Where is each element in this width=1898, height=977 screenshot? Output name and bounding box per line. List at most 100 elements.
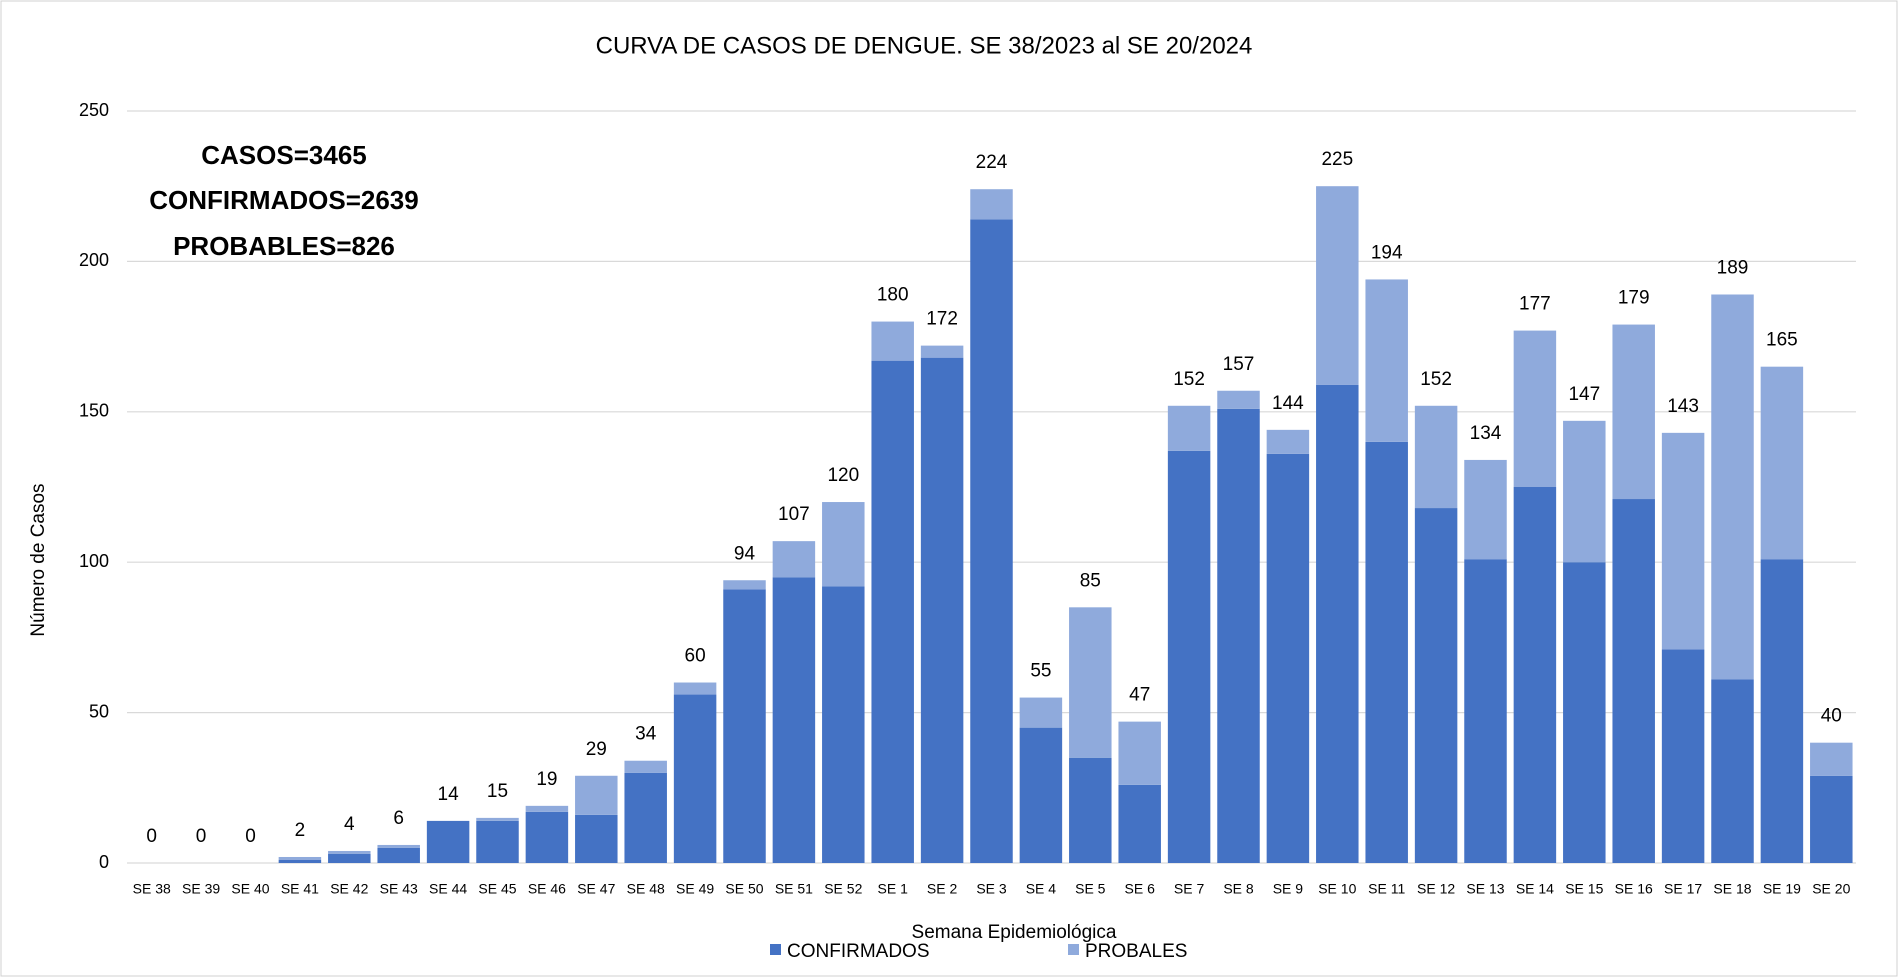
- data-label: 85: [1080, 570, 1101, 591]
- bar-segment: [772, 577, 816, 863]
- bar-segment: [1266, 429, 1310, 454]
- bar-segment: [1612, 324, 1655, 500]
- bar-segment: [624, 772, 667, 863]
- bar-segment: [1069, 757, 1112, 863]
- bar-segment: [525, 805, 569, 812]
- bar-segment: [1019, 727, 1063, 863]
- x-tick-label: SE 8: [1223, 881, 1254, 897]
- x-tick-label: SE 18: [1713, 881, 1751, 897]
- data-label: 4: [344, 814, 355, 835]
- bar-segment: [723, 580, 766, 590]
- bar-segment: [525, 811, 569, 863]
- bar-segment: [377, 844, 420, 848]
- x-tick-label: SE 12: [1417, 881, 1455, 897]
- bar-segment: [278, 859, 322, 863]
- bar-segment: [822, 586, 865, 863]
- bar-segment: [328, 850, 371, 854]
- y-tick-label: 50: [89, 701, 109, 721]
- bar-segment: [1069, 607, 1112, 758]
- data-label: 189: [1717, 258, 1749, 279]
- bar-segment: [1464, 559, 1507, 863]
- data-label: 134: [1470, 423, 1502, 444]
- data-label: 165: [1766, 330, 1798, 351]
- data-label: 2: [295, 820, 306, 841]
- data-label: 55: [1030, 661, 1051, 682]
- x-tick-label: SE 3: [976, 881, 1007, 897]
- x-tick-label: SE 13: [1466, 881, 1504, 897]
- bar-segment: [575, 814, 618, 863]
- bar-segment: [1810, 775, 1853, 863]
- x-tick-label: SE 39: [182, 881, 220, 897]
- data-label: 29: [586, 739, 607, 760]
- legend-swatch: [770, 944, 781, 955]
- data-label: 147: [1568, 384, 1600, 405]
- data-label: 177: [1519, 294, 1551, 315]
- x-tick-label: SE 45: [478, 881, 516, 897]
- bar-segment: [1661, 649, 1705, 863]
- data-label: 225: [1321, 149, 1353, 170]
- bar-segment: [920, 357, 964, 863]
- x-tick-label: SE 5: [1075, 881, 1106, 897]
- x-axis-title: Semana Epidemiológica: [912, 922, 1117, 943]
- bar-segment: [377, 847, 420, 863]
- bar-segment: [723, 589, 766, 863]
- x-tick-label: SE 2: [927, 881, 958, 897]
- data-label: 152: [1420, 369, 1452, 390]
- bar-segment: [1760, 559, 1804, 863]
- data-label: 120: [827, 465, 859, 486]
- legend-label: PROBALES: [1085, 941, 1187, 962]
- bar-segment: [822, 502, 865, 587]
- x-tick-label: SE 11: [1368, 881, 1405, 897]
- annotation: CASOS=3465: [201, 140, 366, 170]
- bar-segment: [970, 219, 1013, 864]
- x-tick-label: SE 51: [775, 881, 813, 897]
- x-tick-label: SE 14: [1516, 881, 1554, 897]
- annotation: PROBABLES=826: [173, 231, 395, 261]
- data-label: 94: [734, 543, 756, 564]
- data-label: 179: [1618, 288, 1650, 309]
- bar-segment: [1118, 721, 1161, 785]
- y-tick-label: 200: [79, 250, 109, 270]
- data-label: 172: [926, 309, 958, 330]
- bar-segment: [1760, 366, 1804, 560]
- x-tick-label: SE 46: [528, 881, 566, 897]
- bar-segment: [1661, 432, 1705, 650]
- bar-segment: [476, 817, 519, 821]
- bar-segment: [673, 694, 717, 863]
- data-label: 6: [393, 808, 404, 829]
- x-tick-label: SE 9: [1273, 881, 1304, 897]
- x-tick-label: SE 15: [1565, 881, 1603, 897]
- bar-segment: [278, 856, 322, 860]
- data-label: 47: [1129, 685, 1150, 706]
- bar-segment: [673, 682, 717, 695]
- x-tick-label: SE 16: [1615, 881, 1653, 897]
- data-label: 15: [487, 781, 508, 802]
- x-tick-label: SE 43: [380, 881, 418, 897]
- x-tick-label: SE 50: [725, 881, 763, 897]
- legend-swatch: [1068, 944, 1079, 955]
- data-label: 144: [1272, 393, 1304, 414]
- bar-segment: [1118, 784, 1161, 863]
- data-label: 40: [1821, 706, 1842, 727]
- bar-segment: [1810, 742, 1853, 776]
- x-tick-label: SE 42: [330, 881, 368, 897]
- bar-segment: [1563, 420, 1606, 563]
- x-tick-label: SE 10: [1318, 881, 1356, 897]
- data-label: 60: [685, 646, 706, 667]
- bar-segment: [1217, 408, 1260, 863]
- bar-segment: [772, 541, 816, 578]
- x-tick-label: SE 38: [133, 881, 171, 897]
- bar-segment: [871, 360, 914, 863]
- bar-segment: [624, 760, 667, 773]
- bar-segment: [1414, 405, 1458, 509]
- x-tick-label: SE 48: [627, 881, 665, 897]
- bar-segment: [1711, 294, 1754, 680]
- x-tick-label: SE 41: [281, 881, 319, 897]
- x-tick-label: SE 6: [1125, 881, 1156, 897]
- data-label: 0: [245, 826, 256, 847]
- bar-segment: [476, 820, 519, 863]
- bar-segment: [1266, 453, 1310, 863]
- y-tick-label: 0: [99, 852, 109, 872]
- x-tick-label: SE 44: [429, 881, 467, 897]
